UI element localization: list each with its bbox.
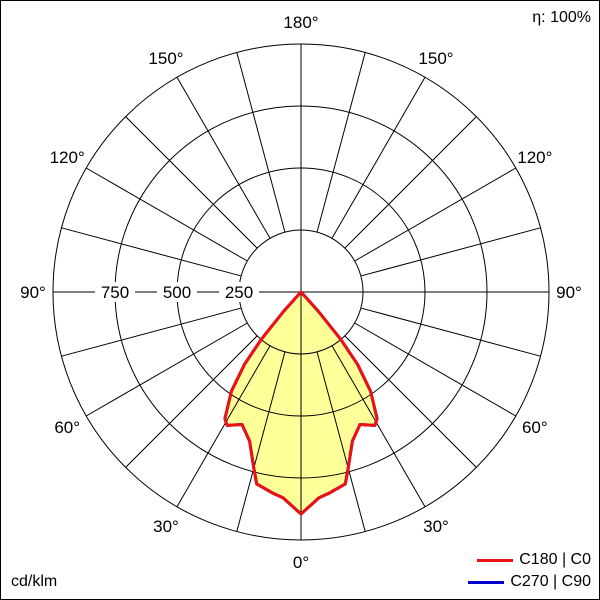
angle-label: 150° [148, 49, 183, 68]
grid-radial-line [85, 167, 248, 262]
grid-radial-line [61, 227, 242, 277]
angle-label: 60° [522, 418, 548, 437]
grid-radial-line [85, 322, 248, 417]
angle-label: 0° [293, 553, 309, 572]
legend-swatch [477, 558, 514, 562]
radial-tick-label: 500 [163, 283, 191, 302]
grid-radial-line [344, 335, 477, 468]
tick-label-bg [219, 282, 259, 302]
angle-label: 90° [556, 283, 582, 302]
curve-c180-c0 [223, 290, 379, 516]
legend-swatch [468, 580, 505, 584]
angle-label: 90° [20, 283, 46, 302]
angle-label: 30° [153, 517, 179, 536]
grid-radial-line [354, 167, 517, 262]
radial-tick-label: 250 [225, 283, 253, 302]
unit-label: cd/klm [11, 573, 58, 590]
grid-radial-line [344, 116, 477, 249]
angle-label: 180° [283, 13, 318, 32]
grid-radial-line [125, 116, 258, 249]
efficiency-label: η: 100% [532, 9, 591, 26]
grid-radial-line [61, 307, 242, 357]
grid-radial-line [360, 227, 541, 277]
grid-radial-line [316, 52, 366, 233]
angle-label: 150° [418, 49, 453, 68]
legend-item-c180-c0: C180 | C0 [477, 551, 591, 569]
angle-label: 120° [50, 148, 85, 167]
legend-label: C180 | C0 [519, 551, 591, 568]
grid-radial-line [236, 351, 286, 532]
grid-radial-line [236, 52, 286, 233]
grid-radial-line [354, 322, 517, 417]
tick-label-bg [95, 282, 135, 302]
legend-label: C270 | C90 [510, 573, 591, 590]
tick-label-bg [157, 282, 197, 302]
angle-label: 120° [517, 148, 552, 167]
legend-item-c270-c90: C270 | C90 [468, 573, 591, 591]
grid-radial-line [176, 345, 271, 508]
grid-radial-line [331, 345, 426, 508]
angle-label: 60° [54, 418, 80, 437]
radial-tick-label: 750 [101, 283, 129, 302]
grid-radial-line [360, 307, 541, 357]
grid-radial-line [316, 351, 366, 532]
grid-radial-line [176, 76, 271, 239]
grid-radial-line [125, 335, 258, 468]
angle-label: 30° [423, 517, 449, 536]
grid-radial-line [331, 76, 426, 239]
